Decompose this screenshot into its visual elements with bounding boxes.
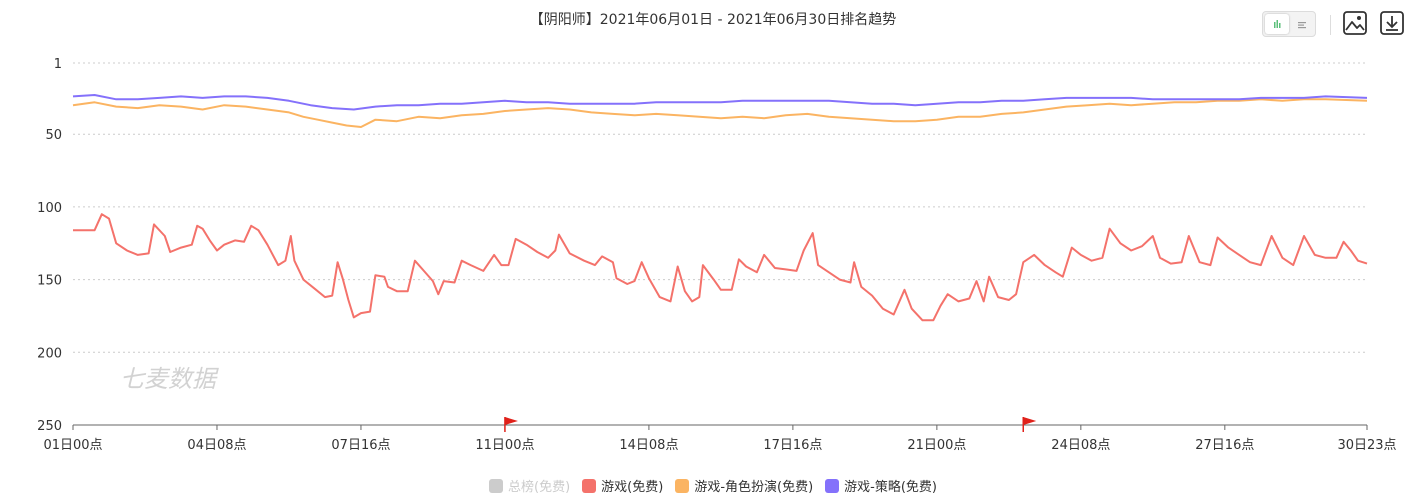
legend-swatch bbox=[675, 479, 690, 493]
x-tick-label: 27日16点 bbox=[1195, 438, 1254, 453]
y-tick-label: 150 bbox=[37, 274, 62, 289]
legend-item[interactable]: 游戏(免费) bbox=[582, 476, 663, 495]
y-tick-label: 200 bbox=[37, 346, 62, 361]
x-tick-label: 14日08点 bbox=[619, 438, 678, 453]
legend-swatch bbox=[582, 479, 597, 493]
legend-swatch bbox=[825, 479, 840, 493]
list-icon bbox=[1298, 22, 1306, 29]
legend-label: 游戏-角色扮演(免费) bbox=[694, 480, 814, 495]
bar-mode-segment[interactable] bbox=[1265, 14, 1289, 34]
series-line[interactable] bbox=[73, 213, 1368, 322]
y-tick-label: 100 bbox=[37, 201, 62, 216]
bar-chart-icon bbox=[1274, 20, 1281, 28]
y-tick-label: 50 bbox=[45, 128, 62, 143]
series-lines bbox=[72, 94, 1368, 322]
x-tick-label: 21日00点 bbox=[907, 438, 966, 453]
chart-legend: 总榜(免费) 游戏(免费) 游戏-角色扮演(免费) 游戏-策略(免费) bbox=[0, 476, 1426, 495]
flag-marker-icon[interactable] bbox=[504, 417, 518, 432]
series-line[interactable] bbox=[72, 98, 1368, 128]
download-icon bbox=[1380, 11, 1404, 35]
image-icon bbox=[1343, 11, 1367, 35]
save-image-button[interactable] bbox=[1342, 10, 1368, 36]
list-mode-segment[interactable] bbox=[1290, 14, 1314, 34]
x-tick-label: 17日16点 bbox=[763, 438, 822, 453]
x-tick-label: 11日00点 bbox=[475, 438, 534, 453]
toolbar-divider bbox=[1330, 15, 1331, 35]
x-tick-label: 30日23点 bbox=[1337, 438, 1396, 453]
legend-item[interactable]: 总榜(免费) bbox=[489, 476, 570, 495]
x-tick-label: 24日08点 bbox=[1051, 438, 1110, 453]
download-button[interactable] bbox=[1379, 10, 1405, 36]
x-axis-tick-labels: 01日00点 04日08点 07日16点 11日00点 14日08点 17日16点 21日0… bbox=[43, 425, 1397, 453]
x-tick-label: 01日00点 bbox=[43, 438, 102, 453]
x-tick-label: 07日16点 bbox=[331, 438, 390, 453]
flag-marker-icon[interactable] bbox=[1022, 417, 1037, 432]
y-tick-label: 250 bbox=[37, 419, 62, 434]
x-tick-label: 04日08点 bbox=[187, 438, 246, 453]
grid-lines bbox=[73, 62, 1367, 353]
legend-label: 总榜(免费) bbox=[508, 480, 571, 495]
legend-swatch bbox=[489, 479, 503, 493]
legend-item[interactable]: 游戏-角色扮演(免费) bbox=[675, 476, 813, 495]
event-markers bbox=[504, 417, 1037, 432]
chart-title: 【阴阳师】2021年06月01日 - 2021年06月30日排名趋势 bbox=[529, 12, 897, 28]
legend-label: 游戏-策略(免费) bbox=[844, 480, 937, 495]
legend-label: 游戏(免费) bbox=[601, 480, 664, 495]
bar-line-toggle[interactable] bbox=[1262, 11, 1316, 37]
legend-item[interactable]: 游戏-策略(免费) bbox=[825, 476, 937, 495]
y-tick-label: 1 bbox=[54, 57, 62, 72]
watermark: 七麦数据 bbox=[120, 365, 219, 393]
series-line[interactable] bbox=[72, 94, 1368, 111]
